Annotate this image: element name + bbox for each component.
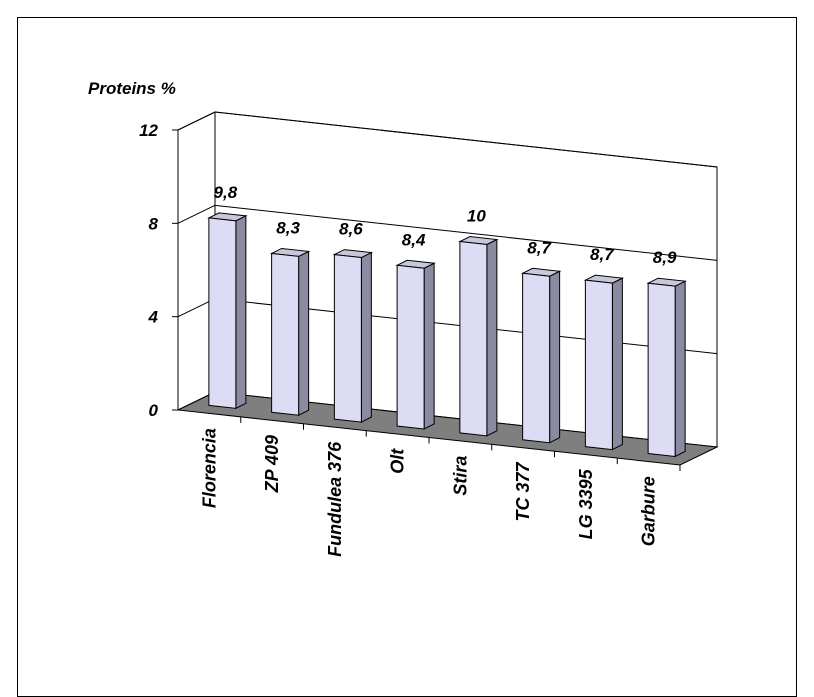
y-tick-labels: 0 4 8 12 — [139, 121, 158, 420]
category-labels: Florencia ZP 409 Fundulea 376 Olt Stira TC 37… — [199, 428, 658, 557]
data-label: 10 — [467, 207, 486, 226]
bar — [520, 267, 562, 444]
data-label: 8,9 — [653, 248, 677, 267]
bar — [207, 212, 248, 410]
bar-chart: 0 4 8 12 Florencia ZP 409 Fundulea 376 Olt Stir… — [88, 79, 719, 557]
y-axis-label: Proteins % — [88, 79, 176, 98]
category-label: Stira — [450, 456, 470, 496]
data-label: 8,6 — [339, 220, 363, 239]
data-label: 8,4 — [402, 230, 426, 249]
y-tick-label: 0 — [149, 401, 159, 420]
y-tick-label: 12 — [139, 121, 158, 140]
category-label: ZP 409 — [262, 435, 282, 493]
category-label: TC 377 — [513, 461, 533, 521]
bar — [395, 259, 436, 430]
category-label: Fundulea 376 — [325, 441, 345, 557]
y-tick-label: 8 — [149, 214, 159, 233]
data-label: 8,3 — [276, 218, 300, 237]
category-label: Florencia — [199, 428, 219, 508]
category-label: LG 3395 — [576, 468, 596, 539]
chart-walls — [176, 111, 719, 466]
category-label: Garbure — [639, 476, 659, 546]
bar — [646, 277, 687, 458]
bar — [458, 236, 499, 437]
y-tick-label: 4 — [148, 308, 159, 327]
data-label: 8,7 — [527, 238, 552, 257]
data-labels: 9,8 8,3 8,6 8,4 10 8,7 8,7 8,9 — [214, 183, 677, 267]
data-label: 9,8 — [214, 183, 238, 202]
bars — [207, 212, 687, 458]
chart-floor — [176, 391, 719, 466]
bar — [269, 247, 311, 417]
category-label: Olt — [388, 448, 408, 474]
data-label: 8,7 — [590, 245, 615, 264]
bar — [332, 249, 374, 423]
bar — [583, 274, 625, 451]
